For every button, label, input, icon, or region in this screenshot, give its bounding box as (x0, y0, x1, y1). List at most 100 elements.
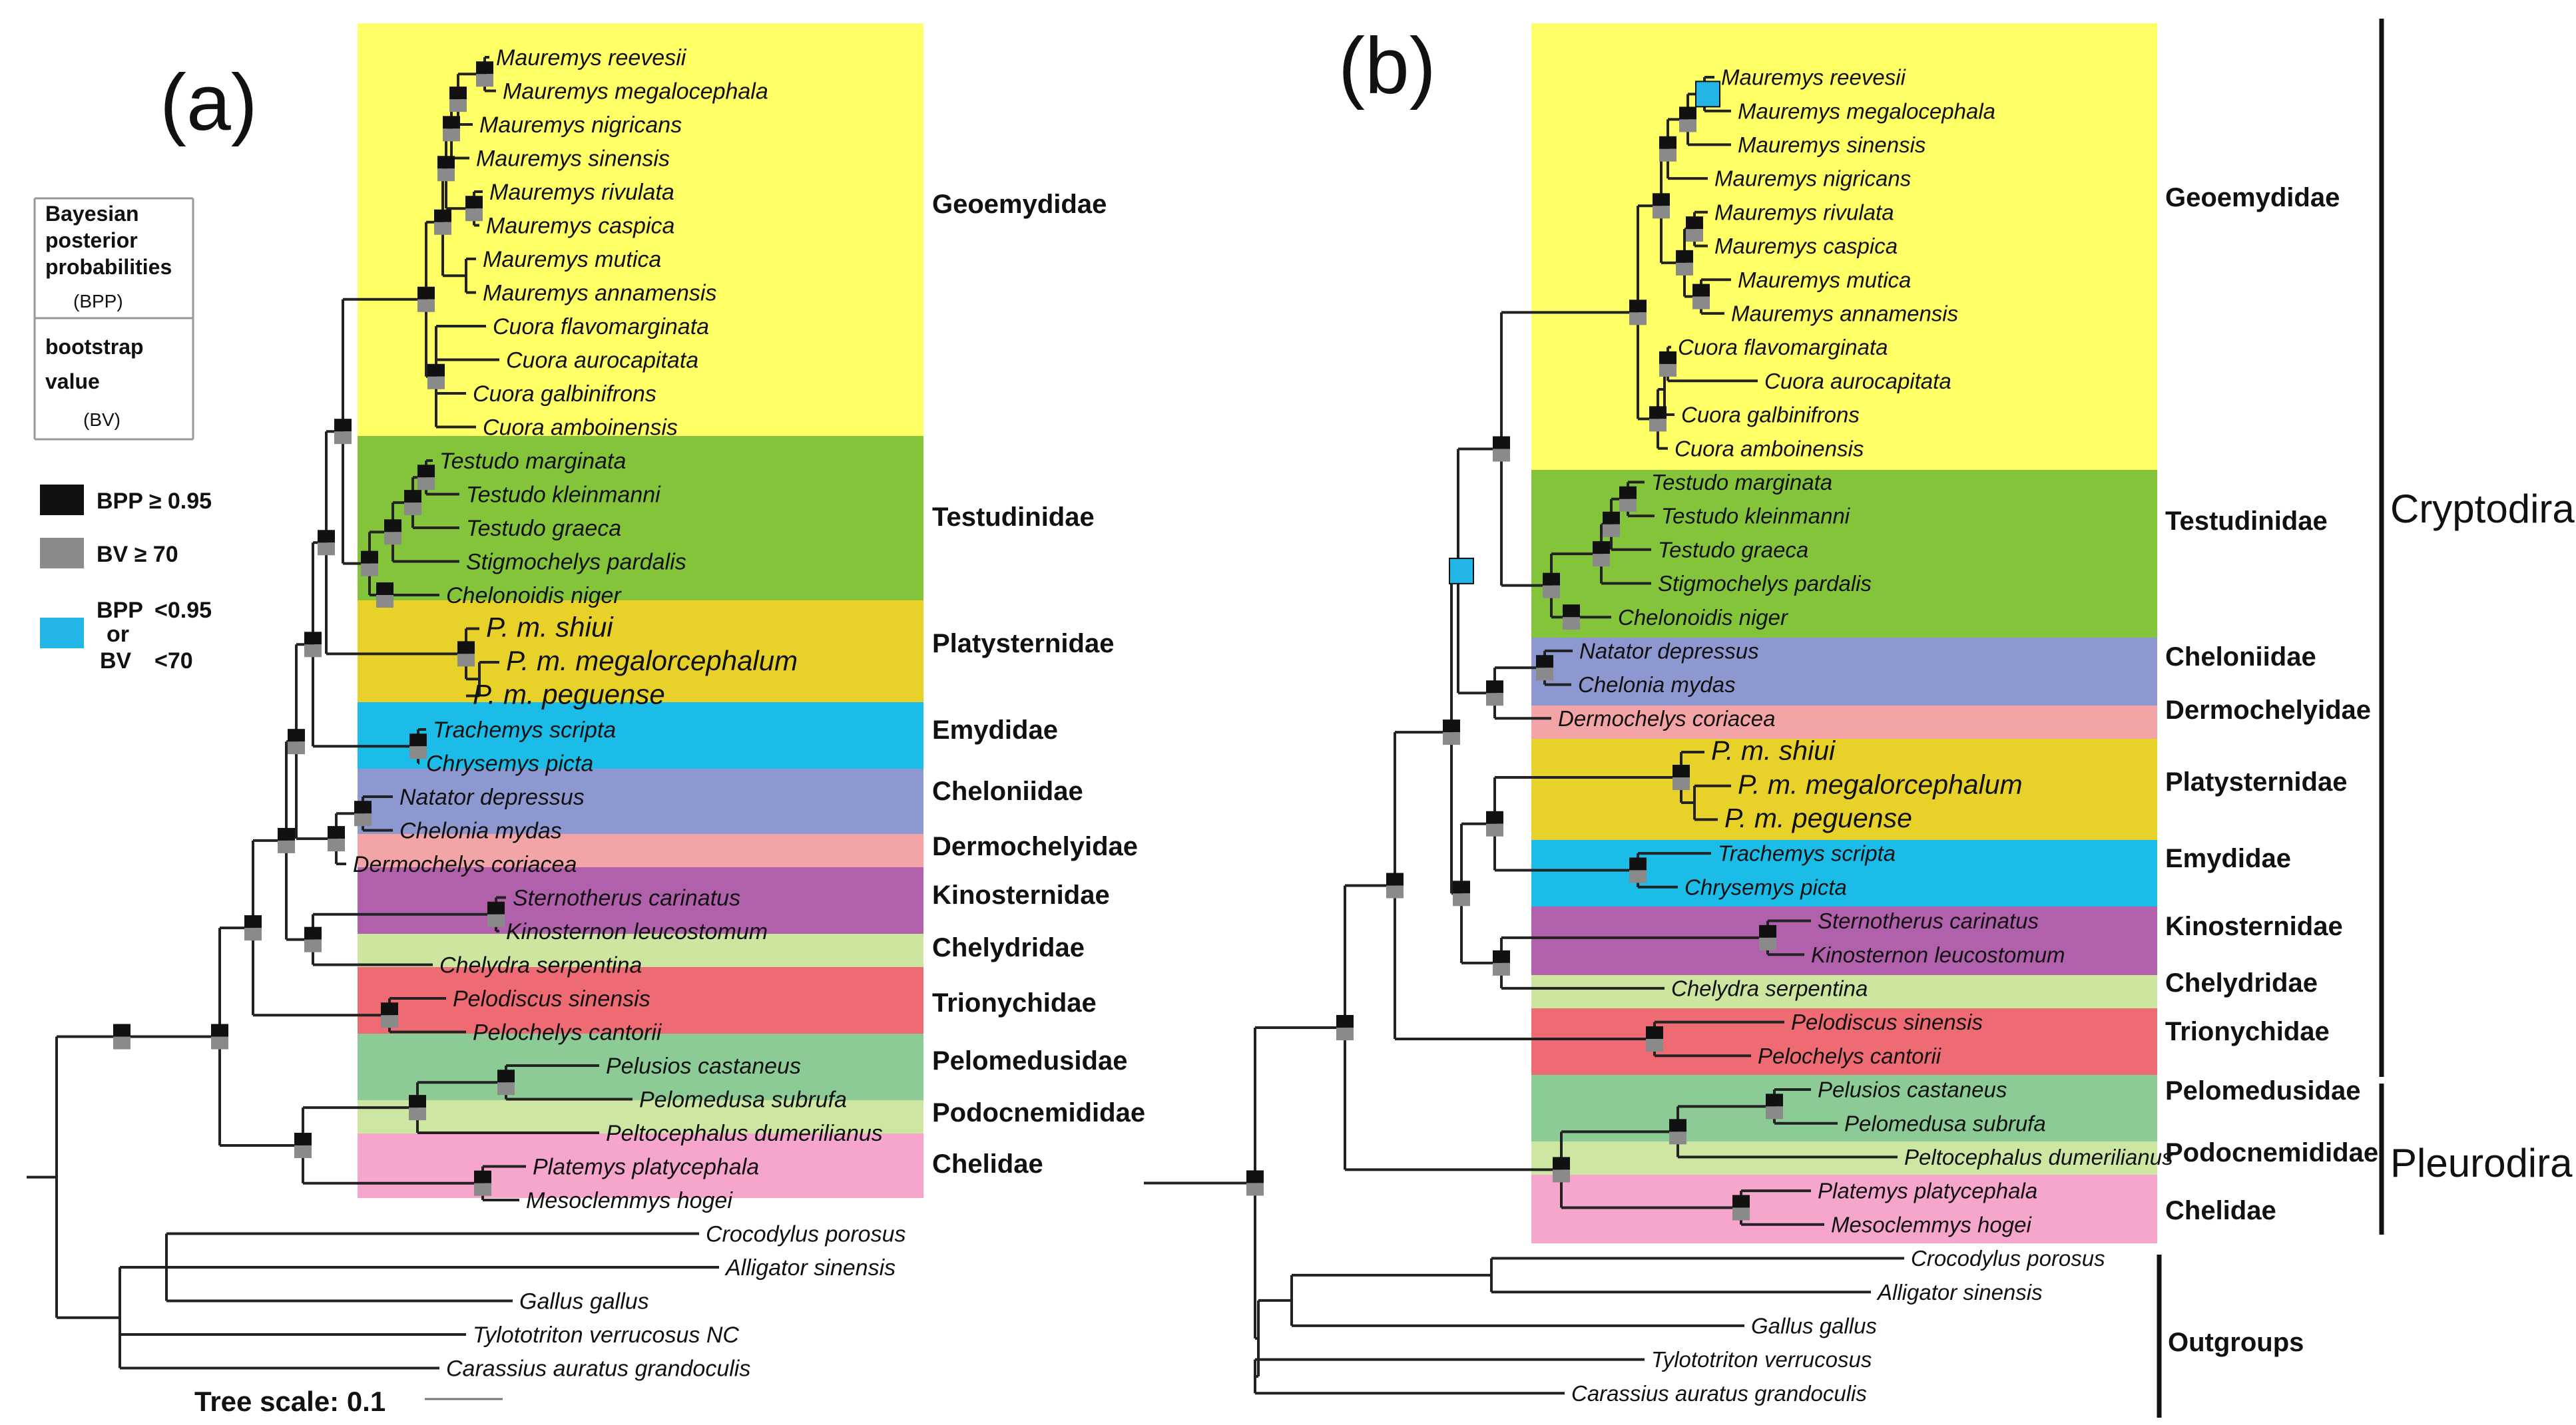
support-marker-bv (361, 563, 378, 576)
taxon-label-dermochelys-coriacea: Dermochelys coriacea (1558, 706, 1775, 731)
support-marker-bv (1563, 617, 1580, 630)
support-marker-bv (443, 128, 460, 142)
family-band-geoemydidae (1531, 23, 2157, 470)
taxon-label-p-m-peguense: P. m. peguense (473, 678, 665, 710)
family-label-trionychidae: Trionychidae (932, 988, 1097, 1018)
support-marker-bv (1673, 777, 1690, 791)
taxon-label-mauremys-mutica: Mauremys mutica (1738, 268, 1911, 292)
legend-low-bv: BV (100, 648, 132, 674)
support-marker-bpp (294, 1132, 312, 1145)
family-band-chelydridae (1531, 975, 2157, 1008)
taxon-label-tylototriton-verrucosus-nc: Tylototriton verrucosus NC (473, 1323, 739, 1348)
support-marker-bv (457, 654, 475, 667)
support-marker-bpp (1659, 136, 1676, 149)
support-marker-bv (1486, 823, 1503, 837)
support-marker-bv (1629, 312, 1647, 325)
taxon-label-p-m-megalorcephalum: P. m. megalorcephalum (506, 645, 798, 676)
family-label-chelydridae: Chelydridae (2165, 968, 2318, 998)
taxon-label-trachemys-scripta: Trachemys scripta (1718, 841, 1896, 866)
family-band-kinosternidae (358, 867, 923, 934)
family-label-dermochelyidae: Dermochelyidae (2165, 696, 2371, 725)
family-label-podocnemididae: Podocnemididae (2165, 1138, 2378, 1167)
legend-bpp-abbr: (BPP) (73, 291, 123, 311)
support-marker-bpp (434, 209, 451, 222)
taxon-label-chelonia-mydas: Chelonia mydas (1578, 672, 1736, 697)
legend-bpp-swatch (40, 485, 84, 515)
support-marker-bpp (334, 419, 352, 432)
taxon-label-crocodylus-porosus: Crocodylus porosus (1911, 1246, 2105, 1271)
panel-a-label: (a) (160, 58, 258, 147)
taxon-label-mesoclemmys-hogei: Mesoclemmys hogei (1831, 1212, 2032, 1237)
taxon-label-pelochelys-cantorii: Pelochelys cantorii (473, 1020, 662, 1045)
taxon-label-crocodylus-porosus: Crocodylus porosus (706, 1221, 905, 1247)
family-band-platysternidae (1531, 739, 2157, 840)
taxon-label-chrysemys-picta: Chrysemys picta (1684, 875, 1847, 899)
panel-b-support-markers (1246, 81, 1783, 1221)
support-marker-bpp (443, 116, 460, 129)
legend-bv-line1: bootstrap (45, 335, 144, 359)
family-band-pelomedusidae (358, 1034, 923, 1100)
taxon-label-sternotherus-carinatus: Sternotherus carinatus (513, 885, 740, 911)
support-marker-bv (1536, 668, 1553, 681)
support-marker-bpp (1766, 1094, 1783, 1107)
family-band-cheloniidae (358, 769, 923, 834)
support-marker-bv (404, 503, 421, 516)
taxon-label-mauremys-mutica: Mauremys mutica (483, 247, 661, 272)
taxon-label-pelusios-castaneus: Pelusios castaneus (606, 1054, 801, 1079)
taxon-label-chelydra-serpentina: Chelydra serpentina (1671, 976, 1868, 1000)
family-band-trionychidae (1531, 1008, 2157, 1075)
support-marker-bpp (1246, 1170, 1264, 1183)
support-marker-bv (1486, 693, 1503, 706)
family-label-emydidae: Emydidae (932, 715, 1058, 745)
support-marker-bpp (487, 901, 505, 915)
taxon-label-kinosternon-leucostomum: Kinosternon leucostomum (1811, 942, 2065, 967)
support-marker-bpp (417, 465, 435, 478)
support-marker-bv (1659, 148, 1676, 162)
support-marker-bpp (304, 926, 322, 940)
panel-b-taxon-labels: Mauremys reevesii Mauremys megalocephala M… (1558, 65, 2173, 1406)
legend-bpp-line3: probabilities (45, 255, 172, 279)
legend-low-or: or (107, 622, 129, 647)
support-marker-bv (334, 431, 352, 445)
support-marker-bpp (476, 61, 493, 75)
family-label-kinosternidae: Kinosternidae (932, 881, 1110, 910)
taxon-label-mauremys-megalocephala: Mauremys megalocephala (1738, 99, 1995, 123)
panel-a-family-bands (358, 23, 923, 1198)
support-marker-bv (1443, 732, 1460, 745)
support-marker-bv (288, 741, 305, 755)
support-marker-bpp (457, 641, 475, 654)
support-marker-bpp (1759, 924, 1776, 938)
family-label-trionychidae: Trionychidae (2165, 1017, 2330, 1046)
support-marker-bpp (1692, 284, 1710, 297)
taxon-label-testudo-marginata: Testudo marginata (439, 449, 626, 474)
family-band-chelydridae (358, 934, 923, 967)
support-marker-bpp (1386, 873, 1404, 886)
support-marker-bpp (1679, 106, 1696, 120)
support-marker-bv (476, 74, 493, 87)
taxon-label-pelusios-castaneus: Pelusios castaneus (1818, 1078, 2007, 1102)
taxon-label-natator-depressus: Natator depressus (1579, 638, 1759, 663)
support-marker-bpp (1659, 351, 1676, 364)
support-marker-bv (427, 376, 445, 389)
family-label-testudinidae: Testudinidae (2165, 507, 2328, 536)
family-label-platysternidae: Platysternidae (2165, 767, 2347, 797)
support-marker-bpp (404, 490, 421, 503)
family-band-dermochelyidae (358, 834, 923, 867)
support-marker-bv (304, 644, 322, 658)
taxon-label-stigmochelys-pardalis: Stigmochelys pardalis (1658, 571, 1872, 596)
support-marker-bpp (244, 915, 262, 928)
taxon-label-peltocephalus-dumerilianus: Peltocephalus dumerilianus (1904, 1145, 2173, 1169)
support-marker-bv (474, 1183, 491, 1196)
panel-b-tree (1144, 76, 1904, 1395)
support-marker-bv (1686, 229, 1703, 242)
taxon-label-p-m-shiui: P. m. shiui (1711, 735, 1836, 766)
support-marker-bpp (1493, 436, 1510, 449)
support-marker-bv (1669, 1131, 1686, 1145)
legend-low-val1: <0.95 (154, 598, 212, 623)
support-marker-low (1449, 557, 1474, 584)
family-label-chelidae: Chelidae (2165, 1196, 2276, 1225)
group-label-outgroups: Outgroups (2168, 1328, 2304, 1357)
taxon-label-pelomedusa-subrufa: Pelomedusa subrufa (1844, 1111, 2046, 1135)
support-marker-bv (1646, 1038, 1663, 1052)
support-marker-bpp (113, 1024, 130, 1037)
